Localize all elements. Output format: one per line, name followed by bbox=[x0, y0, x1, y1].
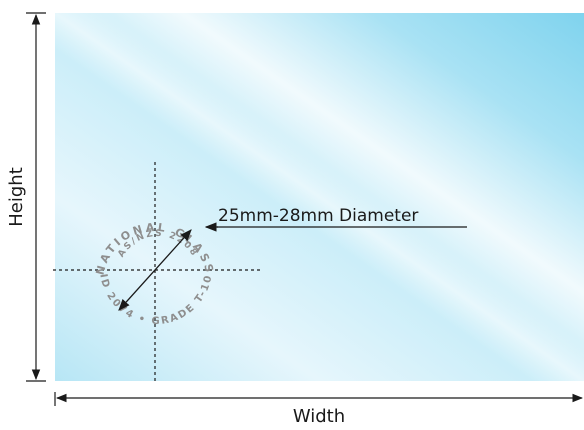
diameter-arrow bbox=[118, 229, 192, 311]
diameter-label: 25mm-28mm Diameter bbox=[218, 206, 418, 226]
width-label: Width bbox=[293, 406, 345, 427]
width-dimension bbox=[54, 392, 584, 406]
height-dimension bbox=[26, 12, 46, 382]
height-label: Height bbox=[6, 167, 27, 227]
glass-reflection bbox=[55, 13, 584, 381]
